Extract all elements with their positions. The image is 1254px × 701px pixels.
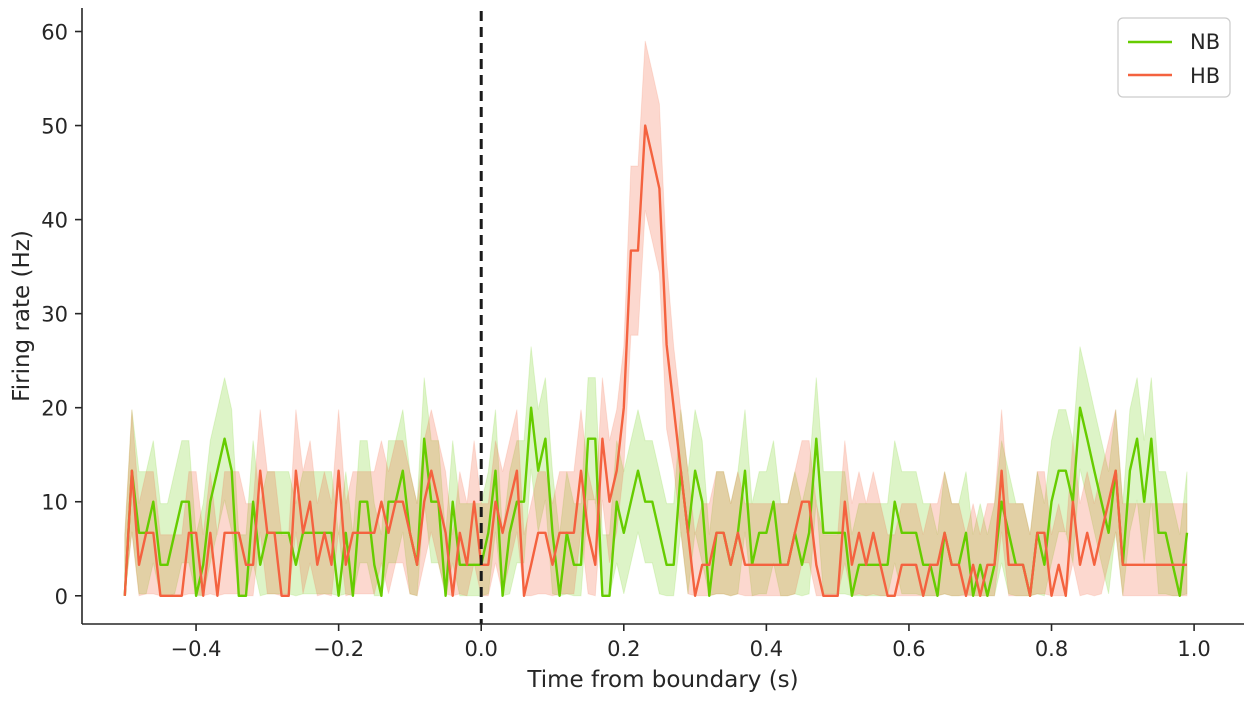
legend-label-hb: HB [1190,64,1220,88]
y-tick-label: 10 [41,491,68,515]
y-tick-label: 50 [41,115,68,139]
confidence-bands [124,40,1188,597]
band-nb [124,346,1188,597]
y-tick-label: 60 [41,21,68,45]
legend-frame [1117,17,1231,98]
x-tick-label: −0.2 [313,637,364,661]
x-tick-label: 0.6 [892,637,925,661]
y-tick-label: 20 [41,397,68,421]
legend-label-nb: NB [1190,30,1220,54]
axes: −0.4 −0.2 0.0 0.2 0.4 0.6 0.8 1.0 0 10 20 30 40 50 60 [41,8,1244,661]
x-axis-title: Time from boundary (s) [526,667,798,693]
y-tick-label: 30 [41,303,68,327]
y-tick-label: 0 [55,585,68,609]
x-tick-label: 0.4 [750,637,783,661]
x-tick-label: 0.2 [607,637,640,661]
series-lines [123,124,1189,597]
legend: NB HB [1117,17,1231,98]
x-tick-label: 1.0 [1177,637,1210,661]
band-hb [124,40,1188,597]
series-line-nb [123,406,1189,597]
x-ticks: −0.4 −0.2 0.0 0.2 0.4 0.6 0.8 1.0 [171,624,1211,661]
y-tick-label: 40 [41,209,68,233]
y-axis-title: Firing rate (Hz) [9,230,35,402]
x-tick-label: 0.0 [465,637,498,661]
x-tick-label: 0.8 [1035,637,1068,661]
y-ticks: 0 10 20 30 40 50 60 [41,21,82,609]
series-line-hb [123,124,1187,597]
x-tick-label: −0.4 [171,637,222,661]
